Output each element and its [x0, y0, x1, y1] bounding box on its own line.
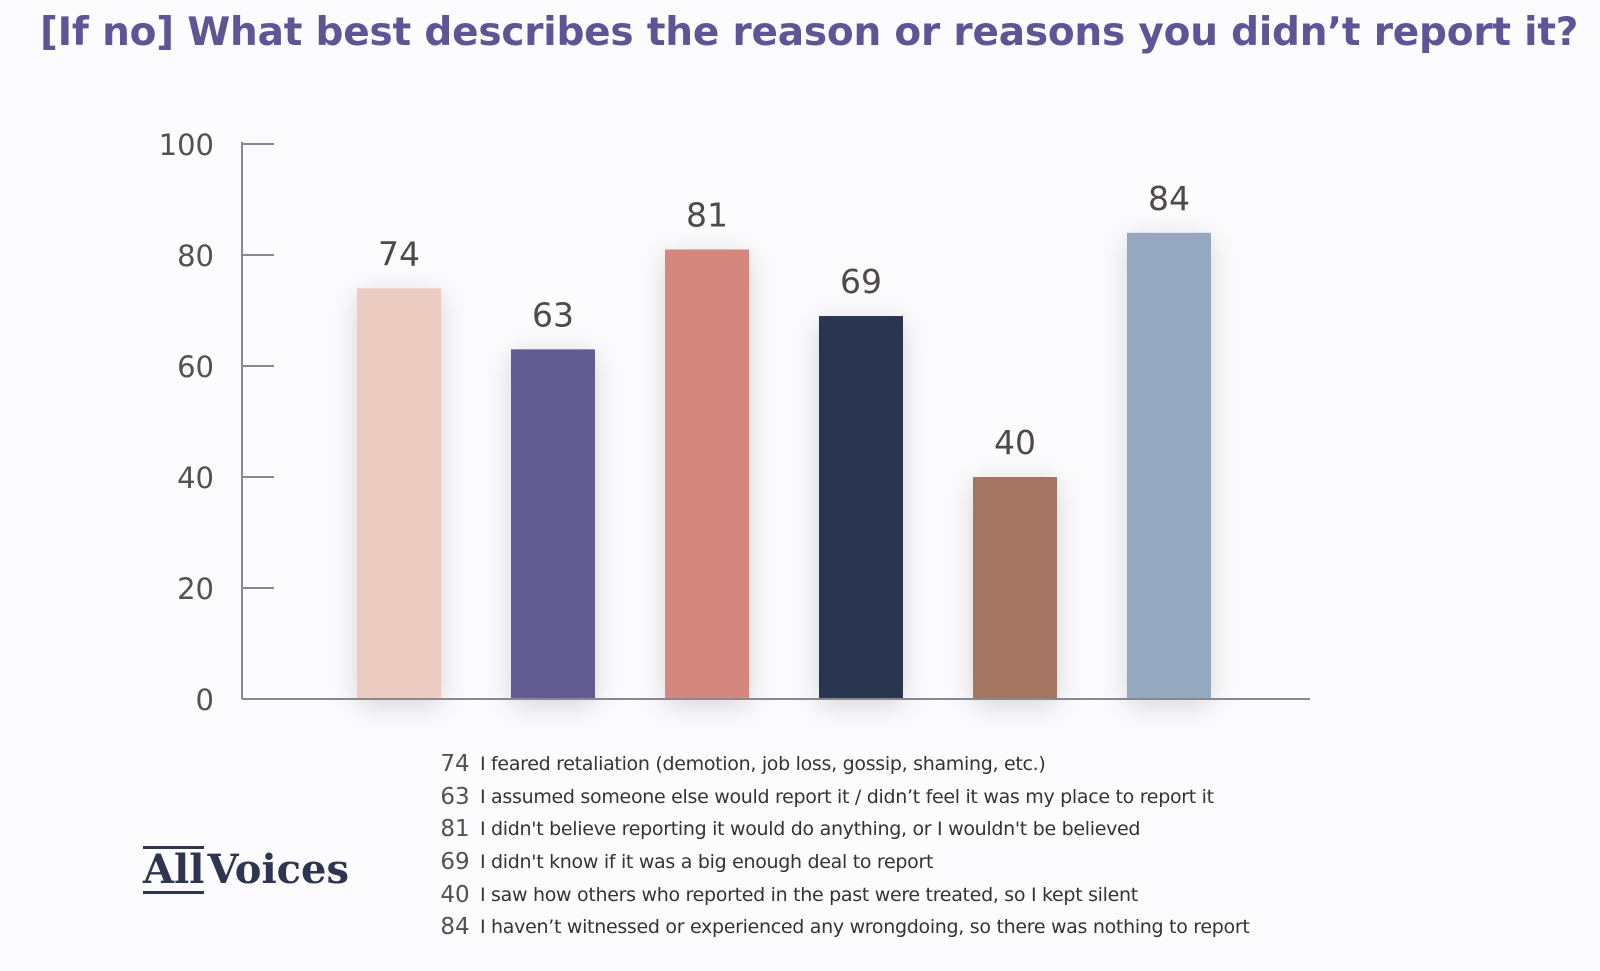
legend-value: 74 [440, 751, 470, 778]
bar [973, 477, 1057, 699]
legend-item: 74 I feared retaliation (demotion, job lo… [430, 748, 1250, 781]
bar [819, 316, 903, 699]
legend-item: 40 I saw how others who reported in the p… [430, 878, 1250, 911]
legend-text: I saw how others who reported in the pas… [480, 883, 1138, 906]
axes: 0 20 40 60 80 100 [159, 128, 1310, 717]
legend-item: 81 I didn't believe reporting it would do… [430, 813, 1250, 846]
legend-item: 69 I didn't know if it was a big enough d… [430, 846, 1250, 879]
legend-text: I feared retaliation (demotion, job loss… [480, 753, 1046, 776]
y-tick-label: 80 [177, 239, 214, 273]
legend: 74 I feared retaliation (demotion, job lo… [430, 748, 1250, 944]
allvoices-logo: AllVoices [143, 846, 349, 894]
bar [511, 349, 595, 699]
bar-value-label: 84 [1148, 179, 1190, 218]
legend-value: 69 [440, 849, 470, 876]
legend-item: 63 I assumed someone else would report it… [430, 781, 1250, 814]
bar [665, 249, 749, 699]
bar [357, 288, 441, 699]
chart-title: [If no] What best describes the reason o… [40, 10, 1579, 55]
bar-value-label: 81 [686, 195, 728, 234]
legend-value: 40 [440, 881, 470, 908]
legend-text: I haven’t witnessed or experienced any w… [480, 916, 1250, 939]
bar-value-label: 63 [532, 295, 574, 334]
value-labels: 74 63 81 69 40 84 [378, 179, 1190, 462]
logo-part-voices: Voices [207, 846, 349, 893]
y-tick-label: 0 [196, 683, 214, 717]
legend-text: I didn't believe reporting it would do a… [480, 818, 1141, 841]
legend-text: I assumed someone else would report it /… [480, 785, 1214, 808]
y-tick-label: 20 [177, 572, 214, 606]
legend-value: 63 [440, 783, 470, 810]
y-tick-label: 100 [159, 128, 214, 162]
legend-item: 84 I haven’t witnessed or experienced any… [430, 911, 1250, 944]
bars [357, 232, 1211, 700]
legend-value: 84 [440, 914, 470, 941]
logo-part-all: All [143, 846, 205, 894]
legend-value: 81 [440, 816, 470, 843]
bar-value-label: 69 [840, 262, 882, 301]
bar-value-label: 40 [994, 423, 1036, 462]
y-tick-label: 60 [177, 350, 214, 384]
bar-value-label: 74 [378, 234, 420, 273]
y-tick-label: 40 [177, 461, 214, 495]
legend-text: I didn't know if it was a big enough dea… [480, 851, 934, 874]
bar [1127, 232, 1211, 700]
